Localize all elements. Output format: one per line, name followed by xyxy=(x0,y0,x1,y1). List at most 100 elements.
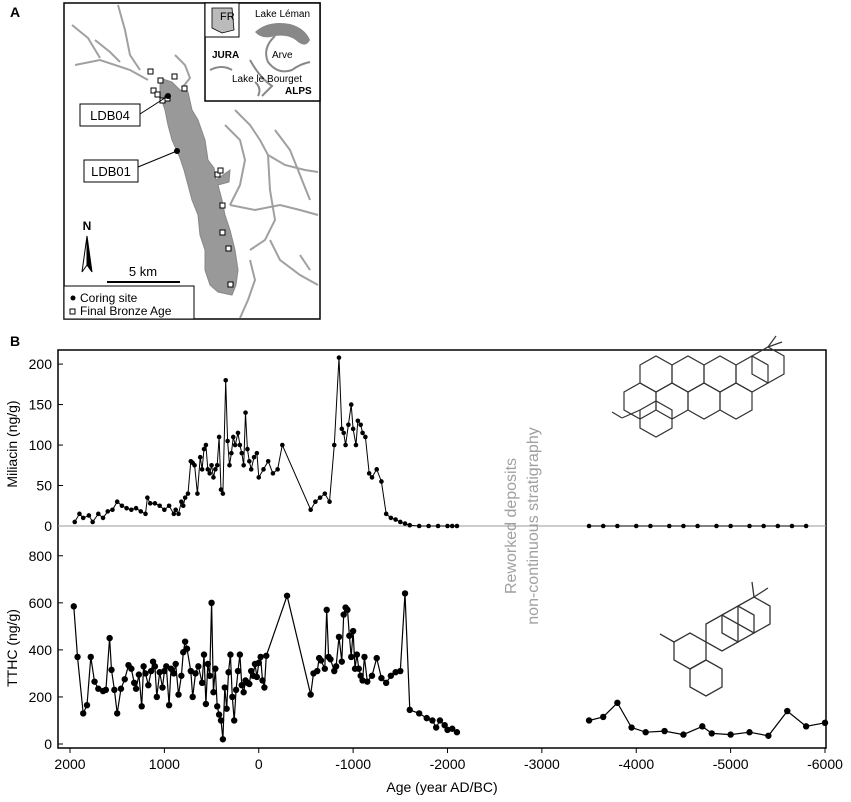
legend-coring-marker xyxy=(70,295,76,301)
data-point xyxy=(369,475,375,480)
data-point xyxy=(153,693,161,701)
data-point xyxy=(183,645,191,652)
data-point xyxy=(198,679,206,687)
data-point xyxy=(803,523,809,529)
data-point xyxy=(163,663,170,670)
inset-fr: FR xyxy=(220,11,235,23)
data-point xyxy=(229,450,234,456)
data-point xyxy=(283,592,291,599)
data-point xyxy=(714,523,719,529)
data-point xyxy=(332,663,340,670)
inset-alps: ALPS xyxy=(285,86,312,97)
data-point xyxy=(138,703,145,710)
data-point xyxy=(77,511,82,517)
data-point xyxy=(207,471,212,476)
data-point xyxy=(449,725,456,732)
x-tick-label: -4000 xyxy=(618,756,654,772)
data-point xyxy=(265,458,271,464)
data-point xyxy=(307,691,314,698)
data-point xyxy=(429,717,436,724)
data-point xyxy=(361,653,368,661)
data-point xyxy=(232,442,238,448)
data-point xyxy=(349,627,357,635)
data-point xyxy=(348,402,354,407)
data-point xyxy=(600,523,606,529)
data-point xyxy=(363,434,368,440)
data-point xyxy=(257,653,264,661)
data-point xyxy=(355,665,362,672)
data-point xyxy=(178,672,185,679)
data-point xyxy=(192,670,199,677)
ldb01-box xyxy=(83,159,139,183)
panel-a-label: A xyxy=(10,4,20,20)
data-point xyxy=(335,633,343,641)
data-point xyxy=(255,659,262,667)
data-point xyxy=(314,667,321,675)
data-point xyxy=(353,442,359,448)
data-point xyxy=(201,446,207,452)
bronze-age-sites xyxy=(147,68,234,288)
data-point xyxy=(147,667,155,675)
coring-sites xyxy=(137,93,180,168)
data-point xyxy=(454,523,460,529)
data-point xyxy=(203,442,209,448)
data-point xyxy=(378,674,385,682)
data-point xyxy=(695,523,700,529)
data-point xyxy=(187,667,194,675)
y-tick-label: 200 xyxy=(29,689,53,705)
inset-lake-leman: Lake Léman xyxy=(255,9,310,20)
x-tick-label: -5000 xyxy=(713,756,749,772)
data-point xyxy=(406,706,413,714)
data-point xyxy=(746,729,753,736)
data-point xyxy=(449,523,455,529)
y-tick-label: 600 xyxy=(29,595,53,611)
data-point xyxy=(145,681,152,689)
data-point xyxy=(585,717,593,724)
data-point xyxy=(138,509,144,514)
data-point xyxy=(182,495,188,500)
data-point xyxy=(230,434,236,440)
data-point xyxy=(387,672,395,679)
x-tick-label: -2000 xyxy=(430,756,466,772)
data-point xyxy=(322,491,328,496)
data-point xyxy=(91,678,98,685)
data-point xyxy=(225,438,230,444)
inset-arve: Arve xyxy=(272,50,293,61)
data-point xyxy=(117,685,125,692)
data-point xyxy=(74,653,81,661)
lake-shape xyxy=(159,77,239,296)
data-point xyxy=(402,521,408,526)
data-point xyxy=(223,377,229,383)
data-point xyxy=(202,700,210,708)
data-point xyxy=(586,523,592,529)
data-point xyxy=(227,462,232,468)
data-point xyxy=(171,511,177,517)
data-point xyxy=(383,511,389,517)
data-point xyxy=(373,654,380,662)
data-point xyxy=(313,499,318,505)
data-point xyxy=(648,523,653,529)
data-point xyxy=(216,434,222,440)
data-point xyxy=(348,653,355,661)
data-point xyxy=(339,426,345,432)
data-point xyxy=(129,507,134,513)
data-point xyxy=(821,719,829,727)
data-point xyxy=(248,467,254,472)
data-point xyxy=(170,670,178,677)
data-point xyxy=(747,523,752,529)
data-point xyxy=(338,658,345,665)
data-point xyxy=(775,523,781,529)
data-point xyxy=(95,685,102,692)
data-point xyxy=(135,671,143,678)
data-point xyxy=(445,523,450,529)
data-point xyxy=(246,680,253,688)
data-point xyxy=(397,667,404,675)
data-point xyxy=(80,710,87,717)
data-point xyxy=(197,454,203,460)
data-point xyxy=(210,689,217,696)
data-point xyxy=(789,523,795,529)
data-point xyxy=(398,519,403,525)
y-tick-label: 50 xyxy=(36,478,52,494)
data-point xyxy=(308,507,313,513)
tthc-axis-label: TTHC (ng/g) xyxy=(4,609,20,687)
